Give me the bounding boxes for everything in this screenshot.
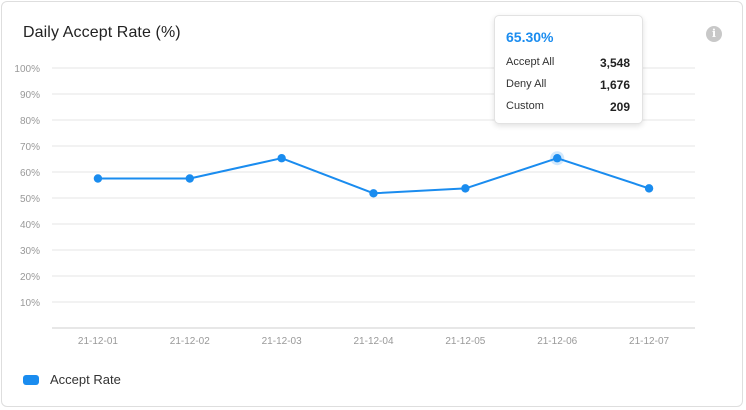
data-point [277,154,286,163]
chart-title: Daily Accept Rate (%) [23,24,181,41]
y-tick-label: 40% [20,220,40,231]
series-line [97,157,650,195]
y-tick-label: 70% [20,142,40,153]
y-tick-label: 90% [20,90,40,101]
y-tick-label: 10% [20,298,40,309]
data-point [93,174,103,183]
legend-label: Accept Rate [50,372,121,387]
data-point [553,154,562,163]
data-tooltip: 65.30% Accept All 3,548 Deny All 1,676 C… [494,15,643,124]
tooltip-label: Custom [506,100,544,112]
tooltip-label: Accept All [506,56,555,68]
series-accept-rate [93,151,654,198]
data-point [185,174,194,183]
tooltip-count: 209 [609,100,630,114]
y-tick-label: 20% [20,272,40,283]
x-axis-ticks: 21-12-01 21-12-02 21-12-03 21-12-04 21-12-05… [78,336,670,347]
x-tick-label: 21-12-07 [629,336,669,347]
x-tick-label: 21-12-02 [170,336,210,347]
y-tick-label: 30% [20,246,40,257]
data-point [461,184,470,193]
x-tick-label: 21-12-06 [537,336,577,347]
y-tick-label: 50% [20,194,40,205]
tooltip-value: 65.30% [506,29,554,45]
tooltip-count: 1,676 [599,78,630,92]
x-tick-label: 21-12-01 [78,336,118,347]
y-axis-ticks: 10% 20% 30% 40% 50% 60% 70% 80% 90% 100% [14,64,40,309]
data-point [369,189,378,198]
tooltip-label: Deny All [506,78,547,90]
x-tick-label: 21-12-04 [353,336,393,347]
tooltip-count: 3,548 [599,56,630,70]
data-point [644,184,654,193]
info-icon[interactable]: i [706,26,722,42]
x-tick-label: 21-12-05 [445,336,485,347]
x-tick-label: 21-12-03 [262,336,302,347]
y-tick-label: 80% [20,116,40,127]
y-tick-label: 100% [14,64,40,75]
legend-swatch [23,375,39,385]
y-tick-label: 60% [20,168,40,179]
